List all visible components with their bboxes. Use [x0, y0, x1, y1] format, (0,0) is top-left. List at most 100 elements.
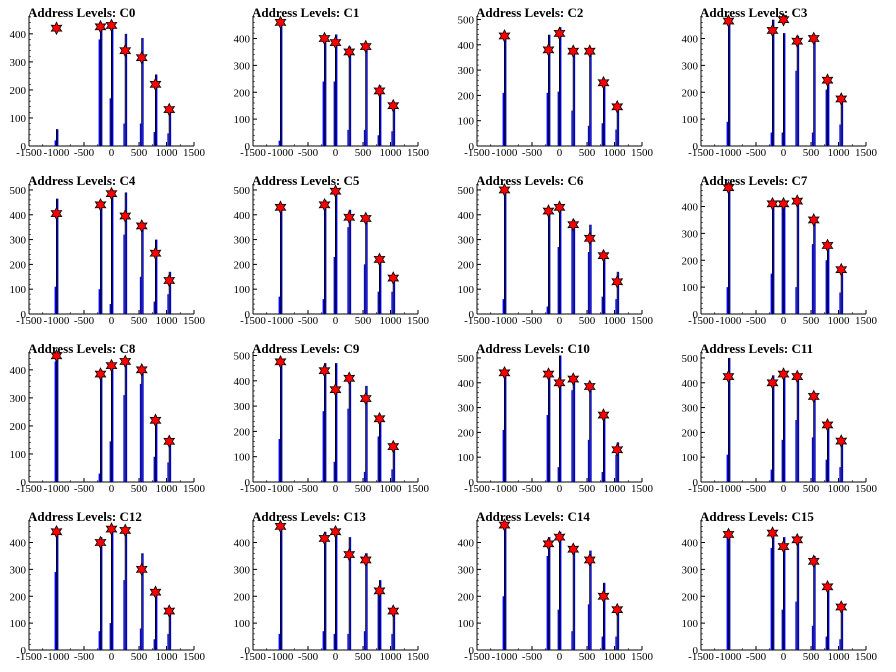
- x-tick-label: 0: [333, 315, 339, 327]
- x-tick-label: 1500: [631, 315, 654, 327]
- chart-svg: 0 100 200 300 400 500 -1500 -1000 -500 0 500 1000 15…: [234, 351, 430, 495]
- x-tick-label: 500: [579, 315, 596, 327]
- peak-marker: [791, 532, 804, 547]
- y-tick-label: 0: [245, 477, 251, 489]
- x-tick-label: -1000: [44, 651, 70, 663]
- peak-marker: [135, 219, 148, 233]
- y-tick-label: 300: [682, 403, 699, 415]
- y-tick-label: 300: [234, 235, 251, 247]
- x-tick-label: 0: [781, 651, 787, 663]
- peak-marker: [821, 418, 834, 432]
- x-tick-label: 1500: [407, 651, 430, 663]
- chart-svg: 0 100 200 300 400 -1500 -1000 -500 0 500 1000 1500: [682, 180, 878, 327]
- peak-marker: [835, 600, 848, 614]
- x-tick-label: -500: [74, 483, 95, 495]
- chart-panel: 0 100 200 300 400 -1500 -1000 -500 0 500 1000 1500 A…: [448, 504, 672, 672]
- x-tick-label: -500: [74, 147, 95, 159]
- peak-marker: [597, 408, 610, 422]
- peak-marker: [329, 382, 342, 397]
- y-tick-label: 100: [458, 452, 475, 464]
- chart-svg: 0 100 200 300 400 -1500 -1000 -500 0 500 1000 1500: [10, 348, 206, 495]
- y-tick-label: 300: [234, 564, 251, 576]
- x-tick-label: -500: [522, 483, 543, 495]
- x-tick-label: -1500: [464, 315, 490, 327]
- y-tick-label: 300: [234, 60, 251, 72]
- x-tick-label: 1500: [183, 315, 206, 327]
- peak-marker: [274, 15, 287, 30]
- x-tick-label: 0: [109, 483, 115, 495]
- peak-marker: [163, 604, 176, 618]
- x-tick-label: -500: [74, 651, 95, 663]
- x-tick-label: 0: [781, 147, 787, 159]
- y-tick-label: 300: [10, 393, 27, 405]
- x-tick-label: -1500: [240, 651, 266, 663]
- peak-marker: [387, 98, 400, 113]
- peak-marker: [583, 379, 596, 394]
- y-tick-label: 300: [10, 564, 27, 576]
- peak-marker: [597, 248, 610, 263]
- chart-svg: 0 100 200 300 400 -1500 -1000 -500 0 500 1000 1500: [458, 518, 654, 663]
- y-tick-label: 0: [21, 309, 27, 321]
- x-tick-label: 500: [131, 147, 148, 159]
- x-tick-label: 1500: [407, 147, 430, 159]
- y-tick-label: 0: [469, 645, 475, 657]
- x-tick-label: 0: [333, 483, 339, 495]
- peak-marker: [722, 527, 735, 542]
- peak-marker: [149, 413, 162, 428]
- peak-marker: [835, 434, 848, 448]
- chart-title: Address Levels: C13: [252, 509, 366, 524]
- peak-marker: [135, 362, 148, 377]
- y-tick-label: 500: [234, 185, 251, 197]
- x-tick-label: -1500: [688, 147, 714, 159]
- chart-panel: 0 100 200 300 400 500 -1500 -1000 -500 0 500 1000 15…: [672, 336, 896, 504]
- x-tick-label: 0: [557, 483, 563, 495]
- x-tick-label: 1000: [828, 483, 851, 495]
- x-tick-label: 500: [579, 651, 596, 663]
- y-tick-label: 0: [245, 141, 251, 153]
- y-tick-label: 100: [458, 284, 475, 296]
- x-tick-label: -500: [298, 651, 319, 663]
- chart-panel: 0 100 200 300 400 500 -1500 -1000 -500 0 500 1000 15…: [448, 168, 672, 336]
- x-tick-label: -500: [522, 147, 543, 159]
- y-tick-label: 200: [682, 87, 699, 99]
- peak-marker: [387, 604, 400, 618]
- y-tick-label: 100: [10, 618, 27, 630]
- peak-marker: [766, 375, 779, 390]
- y-tick-label: 500: [682, 353, 699, 365]
- chart-title: Address Levels: C7: [700, 173, 808, 188]
- y-tick-label: 400: [10, 210, 27, 222]
- x-tick-label: 1500: [631, 483, 654, 495]
- peak-marker: [498, 29, 511, 43]
- x-tick-label: -1500: [688, 651, 714, 663]
- chart-title: Address Levels: C0: [28, 5, 136, 20]
- x-tick-label: 1500: [183, 651, 206, 663]
- y-tick-label: 100: [234, 114, 251, 126]
- x-tick-label: -500: [298, 315, 319, 327]
- x-tick-label: 500: [355, 147, 372, 159]
- peak-marker: [777, 367, 790, 381]
- peak-marker: [373, 252, 386, 267]
- x-tick-label: -1000: [716, 315, 742, 327]
- peak-marker: [766, 23, 779, 38]
- peak-marker: [835, 262, 848, 277]
- peak-marker: [105, 186, 118, 201]
- x-tick-label: 1000: [828, 651, 851, 663]
- x-tick-label: -1000: [268, 483, 294, 495]
- peak-marker: [791, 369, 804, 384]
- y-tick-label: 100: [682, 452, 699, 464]
- peak-marker: [373, 583, 386, 598]
- y-tick-label: 0: [21, 141, 27, 153]
- chart-svg: 0 100 200 300 400 -1500 -1000 -500 0 500 1000 1500: [682, 12, 878, 159]
- peak-marker: [791, 34, 804, 49]
- y-tick-label: 0: [693, 141, 699, 153]
- peak-marker: [119, 523, 132, 538]
- x-tick-label: 1500: [855, 651, 878, 663]
- chart-svg: 0 100 200 300 400 -1500 -1000 -500 0 500 1000 1500: [682, 520, 878, 663]
- peak-marker: [821, 579, 834, 594]
- peak-marker: [387, 439, 400, 454]
- x-tick-label: -1500: [464, 147, 490, 159]
- peak-marker: [329, 524, 342, 539]
- peak-marker: [94, 535, 107, 550]
- peak-marker: [359, 553, 372, 567]
- x-tick-label: -1500: [240, 483, 266, 495]
